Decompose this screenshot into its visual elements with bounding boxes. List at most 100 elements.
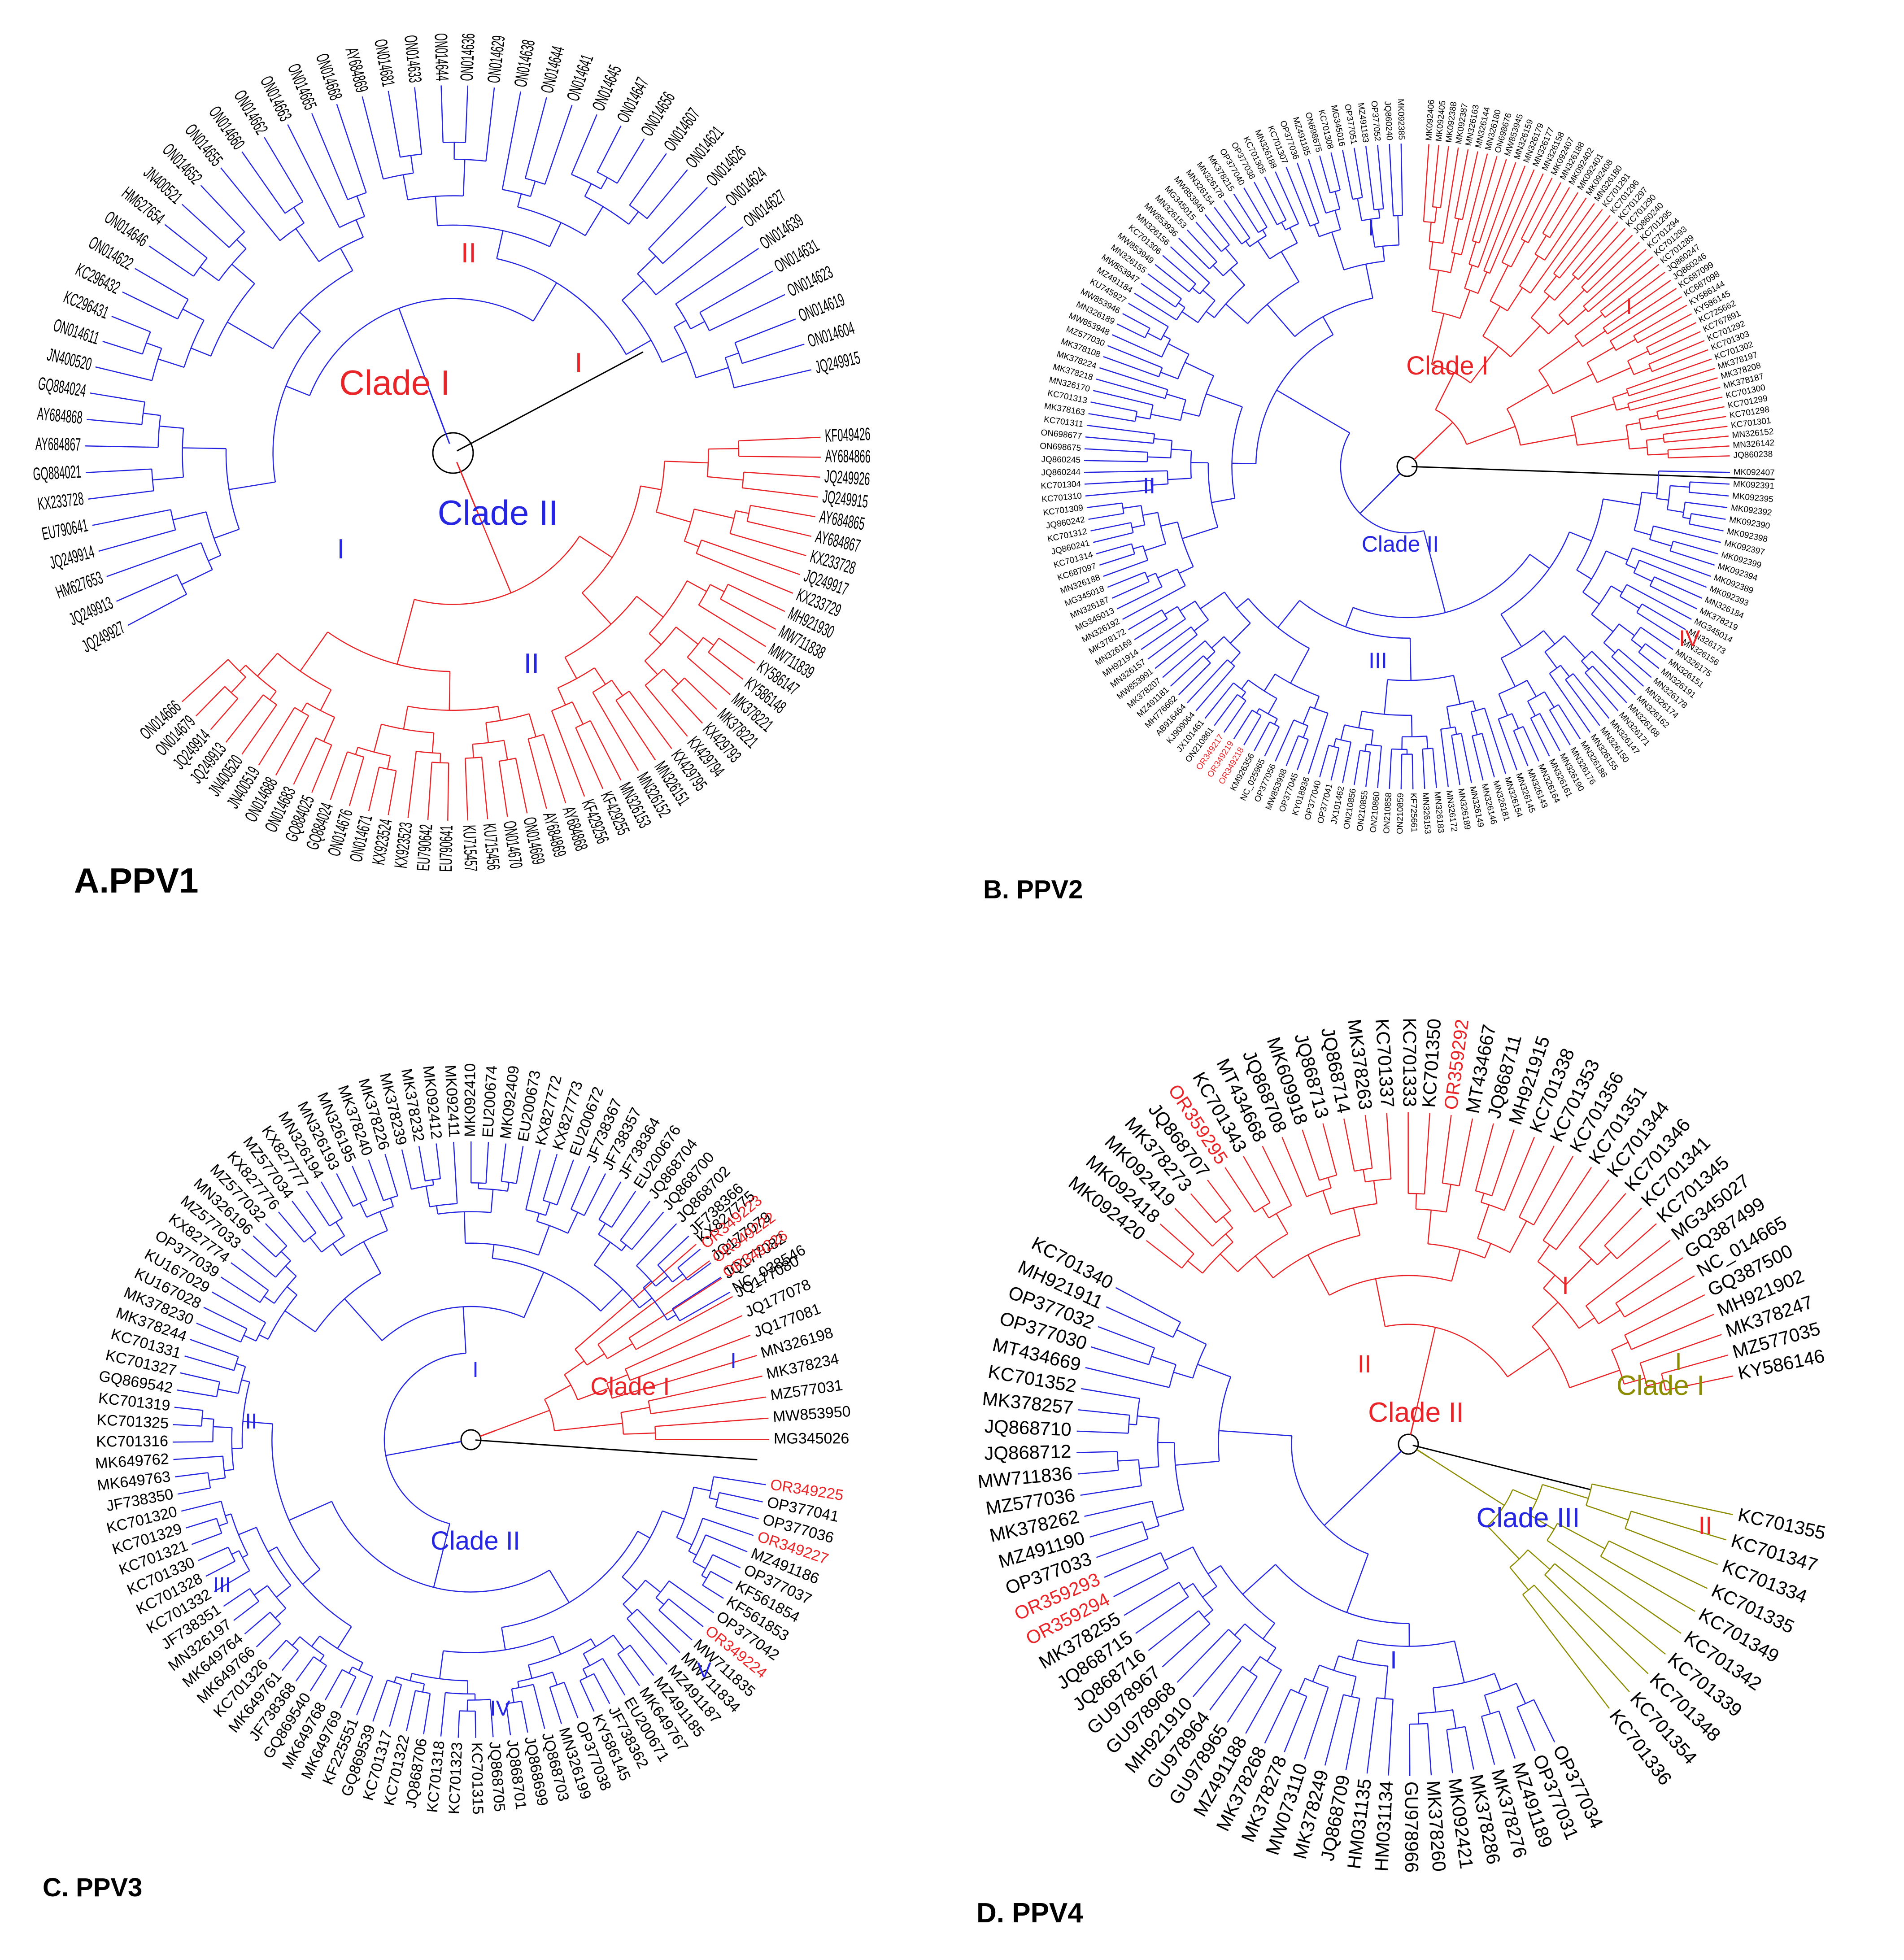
branch-arc: [571, 1209, 585, 1216]
branch-arc: [1199, 282, 1210, 295]
branch-stem: [1197, 1363, 1231, 1378]
branch-arc: [1128, 1415, 1130, 1433]
branch-stem: [507, 1182, 510, 1191]
branch-leaf: [1588, 256, 1653, 312]
branch-leaf: [702, 1517, 754, 1536]
branch-stem: [1298, 1678, 1306, 1694]
branch-leaf: [1389, 749, 1392, 789]
branch-leaf: [1343, 1118, 1355, 1172]
clade-label: II: [461, 238, 476, 269]
branch-arc: [597, 1344, 608, 1359]
branch-arc: [692, 1534, 706, 1562]
branch-leaf: [418, 1146, 426, 1181]
branch-stem: [1182, 411, 1200, 417]
branch-arc: [1197, 300, 1216, 323]
branch-leaf: [102, 340, 143, 355]
leaf-label: ON014638: [510, 38, 539, 89]
branch-arc: [615, 690, 630, 701]
branch-arc: [1227, 659, 1235, 667]
branch-leaf: [1086, 502, 1123, 509]
clade-trunk: [480, 1429, 497, 1437]
branch-stem: [425, 1186, 431, 1207]
branch-arc: [1429, 241, 1443, 244]
branch-arc: [1634, 492, 1643, 531]
branch-arc: [594, 1264, 640, 1308]
branch-leaf: [1096, 543, 1132, 555]
branch-leaf: [1489, 169, 1535, 274]
branch-stem: [1582, 592, 1600, 605]
branch-leaf: [1607, 287, 1677, 335]
branch-arc: [1490, 300, 1508, 312]
branch-stem: [1427, 1210, 1432, 1244]
leaf-label: JQ868712: [984, 1441, 1072, 1464]
branch-stem: [532, 282, 557, 322]
branch-leaf: [1533, 1699, 1555, 1742]
branch-arc: [1529, 1484, 1543, 1515]
branch-leaf: [734, 369, 811, 388]
branch-arc: [1487, 1489, 1513, 1527]
branch-leaf: [388, 91, 401, 157]
branch-leaf: [1572, 221, 1618, 275]
branch-leaf: [1549, 673, 1591, 733]
branch-stem: [1384, 679, 1388, 714]
branch-stem: [1234, 1623, 1246, 1636]
branch-arc: [1192, 1344, 1207, 1378]
branch-arc: [1134, 411, 1138, 422]
branch-leaf: [1640, 1334, 1722, 1364]
branch-leaf: [1264, 726, 1280, 757]
branch-stem: [1194, 619, 1209, 632]
branch-arc: [259, 1290, 269, 1303]
branch-arc: [1138, 1459, 1142, 1486]
branch-arc: [584, 196, 629, 225]
branch-arc: [1428, 1243, 1485, 1259]
branch-stem: [667, 1314, 676, 1321]
branch-arc: [1646, 440, 1648, 455]
branch-arc: [486, 713, 530, 723]
branch-leaf: [1627, 377, 1718, 404]
branch-stem: [1586, 1505, 1629, 1520]
branch-stem: [1451, 218, 1460, 253]
branch-stem: [1512, 1489, 1537, 1501]
branch-stem: [292, 1636, 301, 1646]
branch-leaf: [210, 698, 239, 730]
branch-stem: [639, 1298, 653, 1308]
leaf-label: ON210860: [1368, 791, 1381, 833]
branch-leaf: [1604, 271, 1665, 318]
branch-stem: [1373, 1180, 1377, 1204]
branch-stem: [696, 367, 729, 379]
branch-leaf: [516, 1146, 524, 1184]
branch-stem: [1543, 630, 1555, 645]
clade-label: Clade II: [438, 493, 558, 532]
branch-arc: [575, 1349, 588, 1366]
branch-leaf: [590, 720, 622, 781]
branch-arc: [637, 273, 657, 296]
branch-arc: [1328, 745, 1339, 749]
branch-arc: [1330, 1203, 1377, 1215]
branch-stem: [213, 1426, 232, 1429]
branch-stem: [1564, 635, 1586, 658]
branch-stem: [218, 1389, 239, 1394]
branch-arc: [1142, 545, 1149, 561]
branch-leaf: [1454, 149, 1469, 218]
branch-leaf: [1603, 279, 1671, 329]
branch-leaf: [677, 1249, 701, 1268]
branch-leaf: [696, 553, 793, 594]
branch-arc: [622, 1511, 663, 1577]
branch-leaf: [1307, 159, 1326, 213]
branch-stem: [675, 627, 699, 645]
root-node: [432, 432, 474, 474]
branch-leaf: [1162, 255, 1196, 284]
clade-label: II: [1357, 1350, 1371, 1378]
branch-leaf: [525, 1149, 541, 1210]
branch-leaf: [368, 767, 380, 811]
branch-arc: [582, 486, 641, 593]
branch-stem: [1164, 1546, 1194, 1561]
branch-leaf: [542, 1154, 558, 1201]
branch-stem: [173, 511, 206, 521]
branch-stem: [1182, 527, 1218, 539]
branch-arc: [1627, 403, 1630, 411]
leaf-label: ON014668: [312, 51, 346, 103]
branch-arc: [657, 1264, 673, 1283]
branch-leaf: [1518, 1146, 1555, 1218]
branch-leaf: [556, 1159, 574, 1205]
